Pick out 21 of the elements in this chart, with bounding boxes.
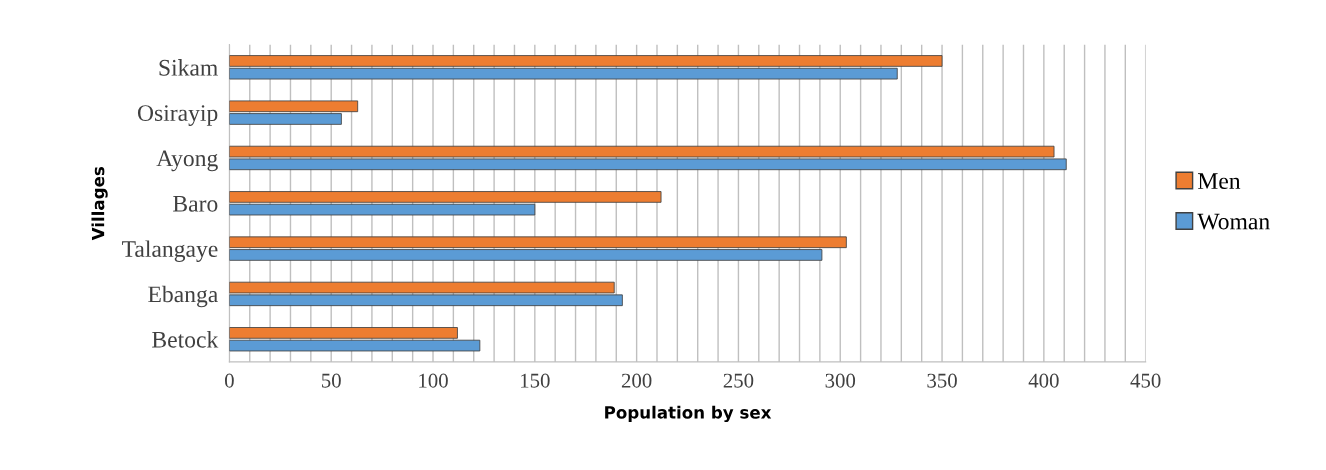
x-tick-label: 300 <box>825 373 856 388</box>
y-tick-label: Ayong <box>156 150 218 172</box>
y-tick-label: Ebanga <box>148 285 218 308</box>
y-tick-label: Baro <box>173 196 218 212</box>
x-tick-label: 0 <box>224 373 234 388</box>
x-tick-label: 250 <box>723 373 754 388</box>
y-tick-label: Betock <box>152 331 219 348</box>
x-tick-label: 450 <box>1130 373 1161 388</box>
y-axis-title: Villages <box>91 166 108 241</box>
legend-label: Woman <box>1197 213 1270 230</box>
y-tick-label: Sikam <box>159 59 218 76</box>
x-tick-label: 400 <box>1028 373 1059 388</box>
x-tick-label: 50 <box>322 373 341 388</box>
y-tick-label: Osirayip <box>137 105 218 126</box>
x-tick-label: 150 <box>521 373 550 388</box>
x-axis-title: Population by sex <box>605 405 772 423</box>
x-tick-label: 100 <box>419 373 448 388</box>
x-tick-label: 200 <box>621 373 652 388</box>
y-tick-label: Talangaye <box>122 240 218 262</box>
legend-label: Men <box>1198 173 1241 190</box>
x-tick-label: 350 <box>927 373 957 388</box>
